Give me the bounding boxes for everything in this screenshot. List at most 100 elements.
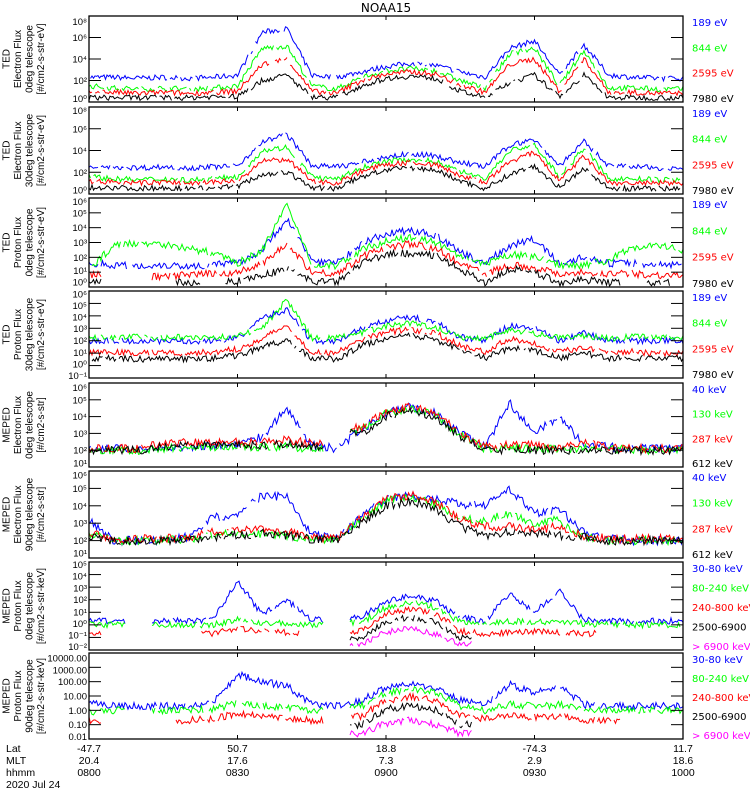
panel-1: 10⁰ 10² 10⁴ 10⁶ 10⁸ TED Electron Flux 0deg tele… <box>2 15 734 105</box>
legend-entry: 2595 eV <box>692 69 734 80</box>
series-line-30-80-kev <box>89 699 157 711</box>
series-line-40-kev <box>205 512 220 526</box>
series-line-287-kev <box>349 422 367 433</box>
series-line-2595-ev <box>429 243 480 272</box>
series-group <box>89 132 683 193</box>
series-line-2595-ev <box>172 268 217 281</box>
series-line-287-kev <box>445 505 549 534</box>
series-line-189-ev <box>177 163 231 172</box>
y-tick-label: 10⁵ <box>72 560 87 571</box>
series-line-130-kev <box>433 411 493 454</box>
series-line-2595-ev <box>613 91 625 95</box>
series-group <box>89 580 683 648</box>
series-line-40-kev <box>222 507 247 521</box>
y-tick-label: 10³ <box>73 583 87 594</box>
series-line-130-kev <box>364 494 397 520</box>
series-line-189-ev <box>100 258 127 270</box>
y-tick-label: 10⁰ <box>73 94 88 105</box>
series-line-844-ev <box>525 46 558 85</box>
legend-entry: 844 eV <box>692 226 727 237</box>
series-line-189-ev <box>207 263 210 268</box>
series-line-7980-ev <box>646 279 661 287</box>
series-line-844-ev <box>309 77 361 92</box>
series-line-844-ev <box>160 332 229 342</box>
series-line-7980-ev <box>436 252 523 287</box>
x-row-value: 1000 <box>671 767 695 779</box>
series-line-7980-ev <box>89 183 183 193</box>
series-line-80-240-kev <box>399 600 414 608</box>
series-line-189-ev <box>297 236 345 267</box>
series-line-2595-ev <box>274 57 282 64</box>
series-group <box>89 399 683 457</box>
series-line-80-240-kev <box>403 688 409 692</box>
series-line-40-kev <box>391 490 421 502</box>
series-line-189-ev <box>456 38 563 80</box>
series-line-80-240-kev <box>89 621 126 630</box>
series-line-30-80-kev <box>211 670 493 710</box>
series-line-7980-ev <box>582 71 603 94</box>
legend-entry: 7980 eV <box>692 279 734 290</box>
series-line-30-80-kev <box>559 686 595 710</box>
series-line-7980-ev <box>91 355 103 363</box>
x-row-value: 7.3 <box>379 755 394 767</box>
series-line-844-ev <box>300 156 423 182</box>
legend-entry: 130 keV <box>692 410 733 421</box>
series-line-7980-ev <box>280 170 325 192</box>
series-line-7980-ev <box>235 171 279 190</box>
series-line-2595-ev <box>463 56 562 96</box>
legend-entry: 2500-6900 <box>692 623 747 634</box>
series-line-240-800-kev <box>89 630 102 636</box>
y-tick-label: 10⁻¹ <box>68 371 87 382</box>
series-line-30-80-kev <box>600 700 683 712</box>
series-line-240-800-kev <box>597 716 612 725</box>
series-line--6900-kev <box>349 642 354 647</box>
series-line-7980-ev <box>175 278 201 287</box>
series-line-2500-6900 <box>394 617 399 621</box>
series-line-2595-ev <box>94 90 100 94</box>
y-tick-label: 10⁵ <box>72 395 87 406</box>
series-line-7980-ev <box>624 354 643 363</box>
series-line-612-kev <box>577 532 683 547</box>
series-line-612-kev <box>223 529 252 541</box>
series-line-612-kev <box>645 444 683 456</box>
series-line-80-240-kev <box>415 600 439 611</box>
y-tick-label: 1000.00 <box>53 665 87 676</box>
series-line-844-ev <box>93 173 178 183</box>
series-line-189-ev <box>570 329 625 345</box>
series-line-189-ev <box>661 75 666 83</box>
series-line-2595-ev <box>262 242 288 267</box>
y-axis-label-line: Proton Flux <box>13 580 24 631</box>
series-line-287-kev <box>259 435 324 448</box>
series-line-2595-ev <box>610 347 634 357</box>
series-line-2595-ev <box>552 345 595 353</box>
series-line-844-ev <box>453 326 526 342</box>
series-line-240-800-kev <box>264 628 270 633</box>
series-line-189-ev <box>112 165 124 171</box>
legend-entry: 189 eV <box>692 293 727 304</box>
series-line-40-kev <box>234 433 264 450</box>
series-line-7980-ev <box>105 353 117 363</box>
series-line-7980-ev <box>400 249 435 260</box>
series-line-844-ev <box>654 176 661 184</box>
series-line-30-80-kev <box>532 598 553 613</box>
series-line-287-kev <box>550 521 570 534</box>
series-line-189-ev <box>628 163 664 171</box>
y-axis-label-line: TED <box>2 233 13 253</box>
y-tick-label: 100.00 <box>58 677 87 688</box>
series-line-30-80-kev <box>297 606 324 624</box>
series-line-2595-ev <box>580 56 612 95</box>
y-axis-label-line: [#/cm2-s-str-eV] <box>36 115 47 186</box>
series-line-130-kev <box>178 441 238 453</box>
series-line-2595-ev <box>219 260 261 277</box>
series-line-80-240-kev <box>637 706 646 714</box>
y-tick-label: 10⁴ <box>72 223 87 234</box>
series-line-189-ev <box>169 74 178 80</box>
series-line-844-ev <box>89 333 99 342</box>
series-line-7980-ev <box>565 80 580 94</box>
y-axis-label-line: [#/cm2-s-str] <box>36 397 47 453</box>
series-line-844-ev <box>141 240 208 256</box>
series-line-2595-ev <box>102 88 214 97</box>
series-line-189-ev <box>667 166 683 171</box>
